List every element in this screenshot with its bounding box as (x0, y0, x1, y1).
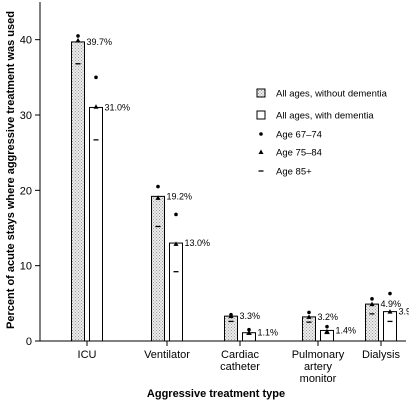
category-label: catheter (220, 361, 260, 373)
marker-age-67-74 (370, 297, 374, 301)
category-label: artery (304, 361, 333, 373)
marker-age-67-74 (76, 34, 80, 38)
data-label: 13.0% (185, 238, 211, 248)
legend-label: Age 75–84 (276, 148, 322, 159)
marker-age-75-84 (93, 104, 99, 109)
legend-swatch (256, 110, 266, 120)
marker-age-67-74 (247, 327, 251, 332)
marker-age-75-84 (75, 37, 81, 43)
y-tick-label: 20 (20, 185, 32, 197)
data-label: 1.1% (258, 328, 279, 338)
x-axis-ticks (86, 341, 382, 346)
bar-with-dementia (89, 106, 103, 342)
data-label: 4.9% (381, 299, 402, 309)
bars (71, 41, 397, 342)
bar-without-dementia (151, 195, 165, 342)
category-label: monitor (300, 373, 337, 385)
category-label: Cardiac (221, 349, 259, 361)
y-tick-label: 0 (26, 336, 32, 348)
data-label: 3.3% (240, 311, 261, 321)
y-tick-label: 40 (20, 35, 32, 47)
legend-swatch (256, 88, 266, 98)
data-label: 39.7% (87, 37, 113, 47)
legend: All ages, without dementia All ages, with… (256, 88, 388, 178)
data-label: 31.0% (105, 102, 131, 112)
legend-label: Age 67–74 (276, 130, 322, 141)
marker-age-75-84 (173, 241, 179, 246)
data-label: 1.4% (336, 325, 357, 335)
marker-age-75-84 (324, 328, 330, 334)
data-labels: 39.7% 19.2% 3.3% 3.2% 4.9% 31.0% 13.0% 1.1% 1.4%… (87, 37, 409, 338)
category-label: Pulmonary (292, 349, 345, 361)
marker-age-67-74 (388, 291, 392, 296)
legend-label: All ages, with dementia (276, 111, 374, 122)
bar-with-dementia (383, 311, 397, 342)
category-label: Dialysis (362, 349, 400, 361)
category-label: Ventilator (144, 349, 190, 361)
marker-age-67-74 (156, 184, 160, 189)
bar-without-dementia (71, 41, 85, 342)
marker-age-75-84 (155, 195, 161, 200)
data-label: 19.2% (167, 191, 193, 201)
marker-age-75-84 (387, 309, 393, 314)
y-tick-label: 30 (20, 110, 32, 122)
marker-age-75-84 (369, 301, 375, 307)
marker-age-67-74 (174, 212, 178, 217)
age-markers (75, 34, 393, 335)
marker-age-67-74 (259, 132, 263, 136)
marker-age-67-74 (325, 324, 329, 329)
marker-age-67-74 (94, 75, 98, 80)
legend-label: All ages, without dementia (276, 89, 388, 100)
marker-age-75-84 (228, 313, 234, 319)
bar-with-dementia (169, 242, 183, 342)
y-axis-ticks: 0 10 20 30 40 (20, 35, 40, 348)
data-label: 3.2% (318, 312, 339, 322)
bar-without-dementia (224, 315, 238, 342)
category-label: ICU (78, 349, 97, 361)
marker-age-67-74 (307, 310, 311, 315)
bar-without-dementia (302, 316, 316, 342)
x-axis-title: Aggressive treatment type (147, 388, 285, 400)
legend-label: Age 85+ (276, 167, 312, 178)
data-label: 3.9% (399, 307, 409, 317)
bar-without-dementia (365, 303, 379, 342)
y-axis-title: Percent of acute stays where aggressive … (5, 11, 17, 329)
marker-age-75-84 (258, 149, 264, 154)
y-tick-label: 10 (20, 261, 32, 273)
marker-age-75-84 (306, 314, 312, 319)
